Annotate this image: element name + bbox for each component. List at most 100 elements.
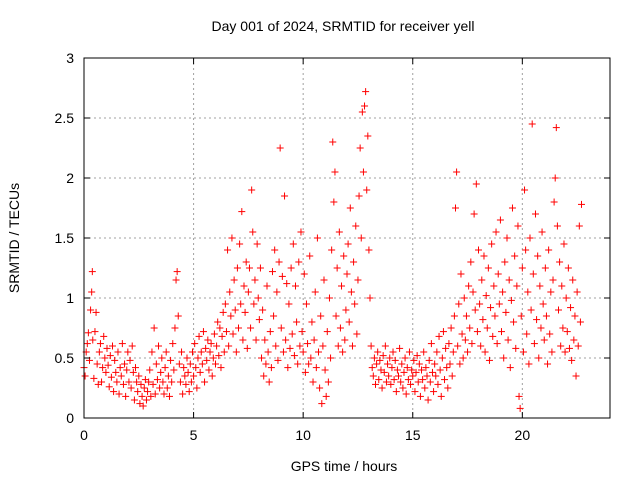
data-point (225, 342, 233, 350)
data-point (354, 276, 362, 284)
data-point (565, 344, 573, 352)
data-point (578, 200, 586, 208)
y-tick-label: 1.5 (55, 230, 75, 246)
data-point (516, 404, 524, 412)
data-point (492, 228, 500, 236)
data-point (345, 318, 353, 326)
data-point (541, 264, 549, 272)
data-point (498, 328, 506, 336)
data-point (512, 344, 520, 352)
data-point (244, 288, 252, 296)
data-point (249, 228, 257, 236)
data-point (528, 120, 536, 128)
data-point (295, 258, 303, 266)
data-point (479, 316, 487, 324)
data-point (262, 360, 270, 368)
data-point (251, 276, 259, 284)
x-tick-label: 5 (190, 427, 198, 443)
data-point (531, 210, 539, 218)
data-point (522, 246, 530, 254)
data-point (235, 324, 243, 332)
data-point (164, 372, 172, 380)
data-point (408, 366, 416, 374)
data-point (454, 342, 462, 350)
data-point (188, 348, 196, 356)
data-point (228, 234, 236, 242)
data-point (457, 270, 465, 278)
data-point (301, 368, 309, 376)
data-point (343, 270, 351, 278)
data-point (135, 372, 143, 380)
y-tick-label: 3 (66, 50, 74, 66)
data-point (99, 364, 107, 372)
data-point (491, 312, 499, 320)
data-point (342, 306, 350, 314)
data-point (364, 132, 372, 140)
data-point (331, 168, 339, 176)
data-point (170, 366, 178, 374)
data-point (168, 378, 176, 386)
data-point (475, 246, 482, 254)
data-point (271, 246, 279, 254)
data-point (524, 288, 532, 296)
data-point (575, 222, 583, 230)
data-point (432, 372, 440, 380)
data-point (405, 348, 413, 356)
data-point (444, 384, 452, 392)
data-point (317, 312, 325, 320)
data-point (338, 282, 346, 290)
data-point (227, 312, 235, 320)
data-point (425, 356, 433, 364)
data-point (101, 354, 109, 362)
data-point (316, 384, 324, 392)
data-point (290, 352, 298, 360)
data-point (278, 272, 286, 280)
data-point (134, 388, 142, 396)
data-point (410, 356, 418, 364)
data-point (302, 300, 310, 308)
data-point (487, 304, 495, 312)
data-point (445, 340, 453, 348)
data-point (441, 376, 449, 384)
data-point (571, 312, 579, 320)
data-point (448, 372, 456, 380)
data-point (279, 348, 287, 356)
data-point (207, 340, 215, 348)
data-point (537, 324, 545, 332)
data-point (175, 360, 183, 368)
data-point (212, 360, 219, 368)
data-point (527, 306, 535, 314)
data-point (157, 368, 165, 376)
data-point (161, 364, 169, 372)
data-point (561, 348, 569, 356)
data-point (401, 354, 409, 362)
data-point (318, 400, 326, 408)
data-point (237, 300, 245, 308)
data-point (311, 288, 319, 296)
data-point (560, 240, 568, 248)
data-point (187, 378, 195, 386)
data-point (296, 342, 304, 350)
data-point (404, 376, 412, 384)
data-point (139, 402, 147, 410)
data-point (344, 240, 352, 248)
data-point (253, 240, 261, 248)
data-point (368, 364, 376, 372)
data-point (148, 348, 156, 356)
data-point (123, 366, 131, 374)
y-tick-label: 2.5 (55, 110, 75, 126)
data-point (366, 294, 374, 302)
data-point (369, 372, 377, 380)
data-point (507, 296, 515, 304)
data-point (201, 378, 209, 386)
data-point (503, 234, 511, 242)
data-point (233, 264, 241, 272)
data-point (506, 364, 514, 372)
data-point (150, 324, 158, 332)
data-point (518, 264, 526, 272)
data-point (472, 180, 480, 188)
data-point (453, 168, 461, 176)
data-point (455, 300, 463, 308)
data-point (533, 316, 541, 324)
